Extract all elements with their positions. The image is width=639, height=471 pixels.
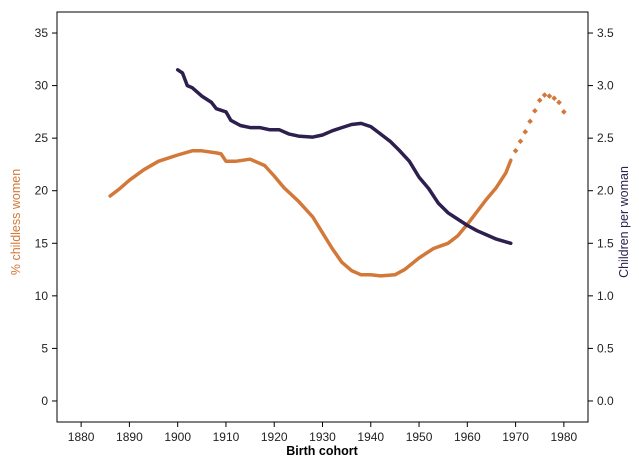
x-tick-label: 1970 <box>502 430 529 444</box>
y-right-tick-label: 2.0 <box>597 184 614 198</box>
y-left-tick-label: 20 <box>35 184 49 198</box>
childless-projected-point <box>556 99 562 106</box>
y-left-tick-label: 0 <box>41 394 48 408</box>
y-left-tick-label: 15 <box>35 236 49 250</box>
y-left-tick-label: 35 <box>35 26 49 40</box>
x-tick-label: 1930 <box>309 430 336 444</box>
y-right-tick-label: 0.0 <box>597 394 614 408</box>
childless-projected-point <box>512 147 519 154</box>
x-tick-label: 1940 <box>357 430 384 444</box>
y-right-tick-label: 1.0 <box>597 289 614 303</box>
childless-projected-point <box>517 138 524 145</box>
childless-projected-point <box>527 118 533 125</box>
x-axis-title: Birth cohort <box>286 444 358 458</box>
childless-projected-point <box>522 129 529 135</box>
x-tick-label: 1950 <box>406 430 433 444</box>
childless-projected-point <box>551 95 558 102</box>
x-tick-label: 1880 <box>68 430 95 444</box>
childless-projected-point <box>546 93 553 99</box>
y-right-tick-label: 3.0 <box>597 79 614 93</box>
y-right-tick-label: 0.5 <box>597 341 614 355</box>
y-right-tick-label: 3.5 <box>597 26 614 40</box>
y-axis-left: 0 5 10 15 20 25 30 35 <box>35 26 57 408</box>
children-per-woman-line <box>175 68 513 246</box>
y-axis-right-title: Children per woman <box>617 166 631 278</box>
y-left-tick-label: 25 <box>35 131 49 145</box>
x-tick-label: 1890 <box>116 430 143 444</box>
y-left-tick-label: 10 <box>35 289 49 303</box>
x-tick-label: 1900 <box>164 430 191 444</box>
childless-projected-point <box>536 97 543 104</box>
x-axis: 1880 1890 1900 1910 1920 1930 1940 1950 1960 1970… <box>68 422 578 444</box>
y-left-tick-label: 5 <box>41 341 48 355</box>
y-left-tick-label: 30 <box>35 79 49 93</box>
y-axis-right: 0.0 0.5 1.0 1.5 2.0 2.5 3.0 3.5 <box>588 26 614 408</box>
x-tick-label: 1920 <box>261 430 288 444</box>
x-tick-label: 1960 <box>454 430 481 444</box>
y-axis-left-title: % childless women <box>9 169 23 275</box>
childless-line <box>108 149 513 278</box>
plot-frame <box>56 11 589 423</box>
x-tick-label: 1980 <box>551 430 578 444</box>
childless-projected-point <box>541 92 548 98</box>
y-right-tick-label: 1.5 <box>597 236 614 250</box>
y-right-tick-label: 2.5 <box>597 131 614 145</box>
childless-projected-point <box>532 107 538 114</box>
x-tick-label: 1910 <box>213 430 240 444</box>
childless-projected-point <box>561 109 567 115</box>
series-layer <box>108 68 567 278</box>
